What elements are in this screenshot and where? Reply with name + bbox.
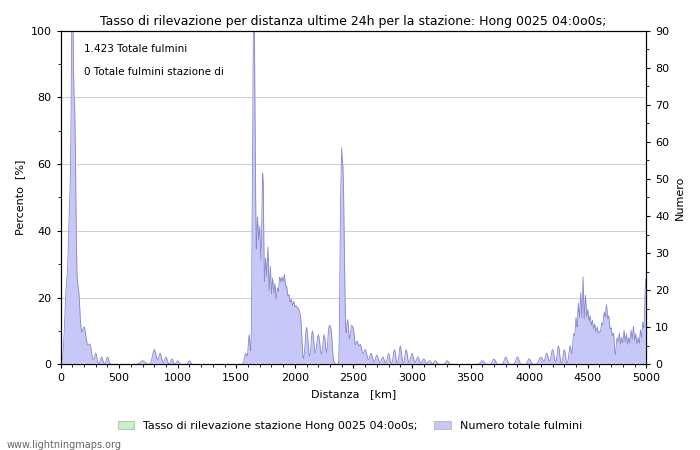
Text: 1.423 Totale fulmini: 1.423 Totale fulmini: [84, 44, 188, 54]
X-axis label: Distanza   [km]: Distanza [km]: [311, 389, 396, 399]
Text: 0 Totale fulmini stazione di: 0 Totale fulmini stazione di: [84, 68, 224, 77]
Legend: Tasso di rilevazione stazione Hong 0025 04:0o0s;, Numero totale fulmini: Tasso di rilevazione stazione Hong 0025 …: [113, 416, 587, 436]
Text: www.lightningmaps.org: www.lightningmaps.org: [7, 440, 122, 450]
Y-axis label: Percento  [%]: Percento [%]: [15, 160, 25, 235]
Title: Tasso di rilevazione per distanza ultime 24h per la stazione: Hong 0025 04:0o0s;: Tasso di rilevazione per distanza ultime…: [100, 15, 607, 28]
Y-axis label: Numero: Numero: [675, 176, 685, 220]
